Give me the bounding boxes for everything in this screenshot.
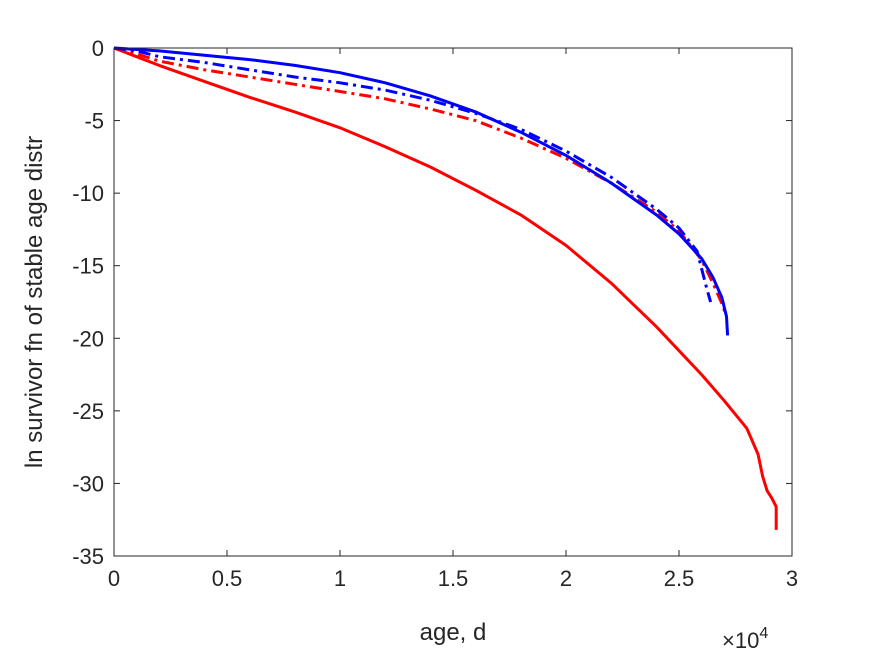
- x-tick-label: 0.5: [212, 566, 243, 591]
- y-tick-label: -35: [72, 544, 104, 569]
- x-tick-label: 0: [108, 566, 120, 591]
- x-axis-label: age, d: [420, 619, 487, 646]
- y-tick-label: 0: [92, 36, 104, 61]
- y-tick-label: -20: [72, 326, 104, 351]
- x-axis-exponent-base: ×10: [722, 628, 759, 653]
- series-line-2: [113, 46, 728, 318]
- x-axis-ticks: 0 0.5 1 1.5 2 2.5 3: [108, 48, 798, 591]
- y-tick-label: -15: [72, 254, 104, 279]
- plot-area: [114, 48, 792, 556]
- y-tick-label: -10: [72, 181, 104, 206]
- series-layer: [113, 46, 778, 530]
- y-axis-label: ln survivor fn of stable age distr: [21, 136, 48, 468]
- x-axis-exponent: ×104: [722, 625, 768, 653]
- x-axis-exponent-power: 4: [759, 625, 768, 642]
- series-line-4: [113, 46, 730, 336]
- x-tick-label: 3: [786, 566, 798, 591]
- y-tick-label: -5: [84, 109, 104, 134]
- x-tick-label: 1: [334, 566, 346, 591]
- series-line-1: [113, 46, 778, 530]
- x-tick-label: 2: [560, 566, 572, 591]
- y-tick-label: -30: [72, 471, 104, 496]
- x-tick-label: 1.5: [438, 566, 469, 591]
- y-axis-ticks: 0 -5 -10 -15 -20 -25 -30 -35: [72, 36, 792, 569]
- x-tick-label: 2.5: [664, 566, 695, 591]
- y-tick-label: -25: [72, 399, 104, 424]
